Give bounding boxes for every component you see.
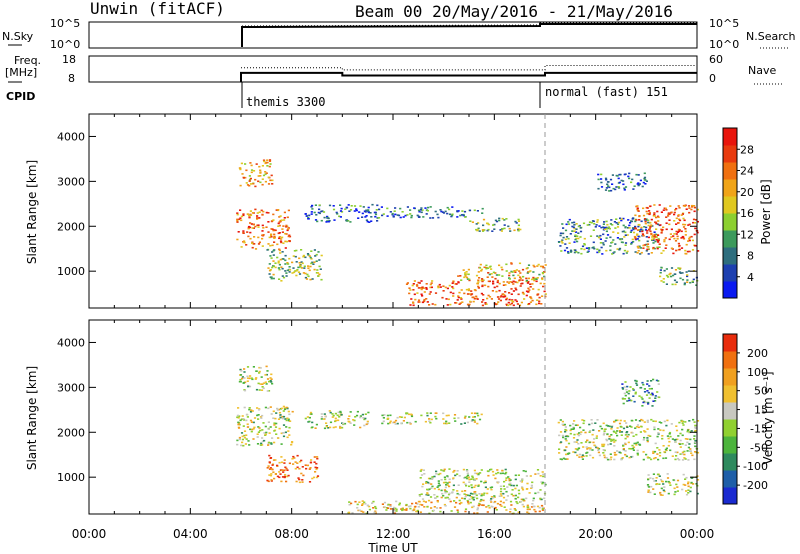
power-echo-region [405,280,547,307]
velocity-echoes [236,365,700,515]
velocity-echo-region [646,473,700,496]
freq-tick-top: 18 [62,53,76,66]
power-ylabel: Slant Range [km] [25,160,39,264]
cpid-label: CPID [6,90,35,103]
velocity-echo-region [381,412,483,425]
power-ytick-label: 3000 [57,175,85,188]
power-colorbar-tick: 16 [740,207,754,220]
time-tick-label: 00:00 [680,527,715,541]
freq-tick-bottom: 8 [68,72,75,85]
velocity-ylabel: Slant Range [km] [25,366,39,470]
nsearch-tick-top: 10^5 [709,17,739,30]
velocity-ytick-label: 3000 [57,381,85,394]
power-colorbar-tick: 24 [740,165,754,178]
freq-unit-label: [MHz] [5,66,37,79]
time-tick-label: 20:00 [578,527,613,541]
power-colorbar-label: Power [dB] [759,179,773,244]
power-colorbar-tick: 4 [747,271,754,284]
power-echo-region [469,217,522,232]
power-ytick-label: 2000 [57,220,85,233]
nave-tick-top: 60 [709,53,723,66]
nsky-panel: N.Sky 10^5 10^0 10^5 10^0 N.Search [2,17,796,51]
nsearch-label: N.Search [746,30,796,43]
power-colorbar-tick: 8 [747,250,754,263]
power-colorbar-tick: 12 [740,228,754,241]
time-tick-label: 16:00 [477,527,512,541]
velocity-echo-region [347,499,545,515]
velocity-colorbar-tick: 15 [754,404,768,417]
cpid-mode-2: normal (fast) 151 [545,85,668,99]
nsky-label: N.Sky [2,30,34,43]
nave-line [241,65,697,71]
nsearch-line [241,22,697,27]
power-panel: 1000 2000 3000 4000 Slant Range [km] 4 8 12 16… [25,113,773,309]
time-tick-label: 00:00 [72,527,107,541]
velocity-echo-region [621,378,661,407]
velocity-ytick-label: 1000 [57,471,85,484]
velocity-colorbar-label: Velocity [m s⁻¹] [761,371,775,464]
velocity-echo-region [418,468,547,502]
power-echo-region [380,206,484,219]
velocity-colorbar-tick: 200 [747,347,768,360]
velocity-echo-region [238,365,274,392]
velocity-colorbar-tick: -200 [743,479,768,492]
velocity-echo-region [304,410,370,430]
power-ytick-label: 4000 [57,130,85,143]
time-tick-label: 08:00 [274,527,309,541]
velocity-panel: 1000 2000 3000 4000 Slant Range [km] 200 100… [25,319,775,515]
time-xlabel: Time UT [367,541,418,554]
power-echo-region [557,217,661,255]
power-echo-region [659,266,699,286]
freq-label: Freq. [14,54,41,67]
time-tick-label: 04:00 [173,527,208,541]
power-echo-region [457,262,547,282]
velocity-echo-region [557,418,700,461]
velocity-ytick-label: 2000 [57,426,85,439]
velocity-colorbar-tick: -15 [750,422,768,435]
power-ytick-label: 1000 [57,265,85,278]
velocity-colorbar-tick: -50 [750,441,768,454]
power-echo-region [236,208,292,251]
power-echo-region [597,172,648,192]
velocity-echo-region [236,405,294,447]
station-title: Unwin (fitACF) [90,0,225,18]
nsky-tick-top: 10^5 [50,17,80,30]
velocity-colorbar-tick: 100 [747,366,768,379]
velocity-echo-region [266,454,320,484]
nave-tick-bottom: 0 [709,72,716,85]
time-tick-label: 12:00 [376,527,411,541]
nsky-tick-bottom: 10^0 [50,38,80,51]
freq-panel: Freq. [MHz] 18 8 60 0 Nave [5,53,782,85]
freq-line [240,71,697,82]
cpid-mode-1: themis 3300 [246,95,325,109]
power-colorbar-tick: 20 [740,186,754,199]
power-echo-region [266,248,323,282]
cpid-row: CPID themis 3300 normal (fast) 151 [6,82,668,109]
velocity-colorbar-tick: -100 [743,460,768,473]
power-echo-region [238,159,274,188]
velocity-ytick-label: 4000 [57,336,85,349]
power-echo-region [633,204,700,255]
power-colorbar-tick: 28 [740,143,754,156]
velocity-colorbar-tick: 50 [754,385,768,398]
beam-date-title: Beam 00 20/May/2016 - 21/May/2016 [355,2,673,21]
nsearch-tick-bottom: 10^0 [709,38,739,51]
nsky-line [241,23,697,47]
power-echoes [236,159,700,307]
nave-label: Nave [748,64,776,77]
power-echo-region [304,203,381,223]
